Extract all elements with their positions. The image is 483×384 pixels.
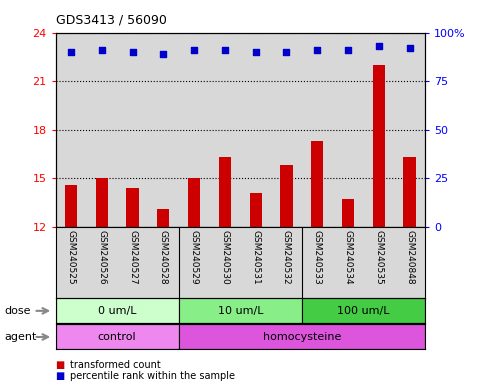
Text: homocysteine: homocysteine <box>263 332 341 342</box>
Bar <box>56 324 179 349</box>
Point <box>313 47 321 53</box>
Text: GSM240530: GSM240530 <box>220 230 229 285</box>
Text: GSM240532: GSM240532 <box>282 230 291 285</box>
Point <box>406 45 413 51</box>
Point <box>190 47 198 53</box>
Bar <box>56 298 179 323</box>
Bar <box>96 178 108 227</box>
Point <box>344 47 352 53</box>
Bar <box>250 193 262 227</box>
Bar <box>280 165 293 227</box>
Text: GSM240533: GSM240533 <box>313 230 322 285</box>
Bar <box>219 157 231 227</box>
Bar <box>188 178 200 227</box>
Point <box>67 49 75 55</box>
Point <box>252 49 259 55</box>
Bar <box>65 185 77 227</box>
Bar <box>157 209 170 227</box>
Bar <box>373 65 385 227</box>
Point <box>375 43 383 49</box>
Text: GSM240527: GSM240527 <box>128 230 137 285</box>
Text: dose: dose <box>5 306 31 316</box>
Point <box>159 51 167 57</box>
Text: 0 um/L: 0 um/L <box>98 306 136 316</box>
Text: GSM240525: GSM240525 <box>67 230 75 285</box>
Point <box>128 49 136 55</box>
Point <box>283 49 290 55</box>
Text: GSM240534: GSM240534 <box>343 230 353 285</box>
Text: transformed count: transformed count <box>70 360 161 370</box>
Text: 100 um/L: 100 um/L <box>337 306 390 316</box>
Bar <box>179 298 302 323</box>
Text: GSM240848: GSM240848 <box>405 230 414 285</box>
Text: control: control <box>98 332 136 342</box>
Text: GSM240535: GSM240535 <box>374 230 384 285</box>
Text: GSM240531: GSM240531 <box>251 230 260 285</box>
Text: percentile rank within the sample: percentile rank within the sample <box>70 371 235 381</box>
Text: GSM240528: GSM240528 <box>159 230 168 285</box>
Text: agent: agent <box>5 332 37 342</box>
Text: 10 um/L: 10 um/L <box>217 306 263 316</box>
Bar <box>342 199 354 227</box>
Text: GSM240529: GSM240529 <box>190 230 199 285</box>
Bar <box>179 324 425 349</box>
Text: ■: ■ <box>56 371 65 381</box>
Text: ■: ■ <box>56 360 65 370</box>
Bar <box>302 298 425 323</box>
Bar <box>127 188 139 227</box>
Point <box>98 47 106 53</box>
Bar <box>311 141 324 227</box>
Text: GSM240526: GSM240526 <box>97 230 106 285</box>
Point <box>221 47 229 53</box>
Bar <box>403 157 416 227</box>
Text: GDS3413 / 56090: GDS3413 / 56090 <box>56 13 167 26</box>
